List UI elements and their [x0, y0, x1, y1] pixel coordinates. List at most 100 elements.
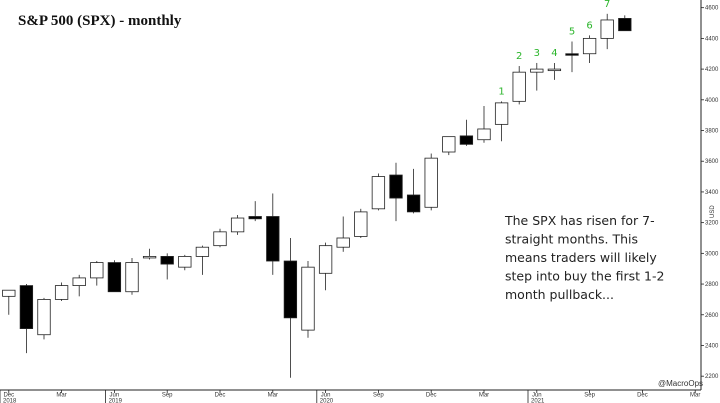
candle-body-up	[477, 128, 491, 141]
candle-body-up	[600, 19, 614, 39]
candle-body-down	[266, 216, 280, 262]
price-tick-label: 4400	[705, 36, 719, 42]
candle	[37, 297, 51, 340]
year-tick-label: 2019	[109, 399, 123, 403]
month-tick-label: Mar	[690, 393, 700, 399]
annotation-line: straight months. This	[505, 232, 638, 247]
month-tick-label: Dec	[3, 393, 14, 399]
candle	[178, 254, 192, 271]
candle	[371, 173, 386, 211]
candle-body-up	[54, 285, 69, 300]
candle-body-up	[72, 277, 86, 286]
candle-body-down	[459, 135, 474, 145]
price-tick-label: 2200	[705, 374, 719, 380]
candle	[283, 237, 298, 378]
candle-body-up	[512, 71, 526, 102]
candle	[142, 248, 157, 260]
price-tick-label: 4600	[705, 6, 719, 12]
candle	[494, 101, 509, 142]
candle-body-down	[248, 216, 262, 220]
candle	[600, 13, 614, 50]
candle	[459, 119, 474, 146]
candle	[266, 193, 280, 275]
candle-body-up	[442, 136, 456, 153]
count-label: 7	[604, 0, 610, 10]
candle	[354, 208, 368, 238]
candle-body-down	[283, 260, 298, 319]
year-tick-label: 2021	[531, 399, 545, 403]
count-label: 6	[586, 20, 592, 31]
side-axis-label: USD	[710, 205, 716, 218]
candle-body-up	[301, 266, 315, 331]
month-tick-label: Dec	[426, 393, 437, 399]
candle-body-up	[178, 256, 192, 268]
year-tick-label: 2018	[3, 399, 17, 403]
price-tick-label: 3400	[705, 190, 719, 196]
candle	[19, 284, 34, 354]
candle-body-down	[107, 262, 122, 293]
candle	[54, 282, 69, 301]
candle-body-up	[530, 68, 544, 73]
candle-body-up	[230, 217, 245, 233]
candle	[477, 105, 491, 143]
month-tick-label: Mar	[268, 393, 278, 399]
candle	[248, 201, 262, 222]
candle	[195, 245, 210, 275]
month-tick-label: Sep	[162, 393, 173, 399]
time-axis: Dec Mar Jun Sep Dec Mar Jun Sep Dec Mar Jun Sep Dec M…	[0, 390, 700, 403]
candle	[107, 260, 122, 293]
candle	[336, 216, 350, 252]
price-tick-label: 4000	[705, 98, 719, 104]
count-label: 1	[498, 86, 504, 97]
candle-body-down	[565, 53, 579, 56]
annotation-line: month pullback...	[505, 287, 614, 302]
month-tick-label: Jun	[321, 393, 331, 399]
annotation-line: The SPX has risen for 7-	[504, 213, 655, 228]
month-tick-label: Dec	[215, 393, 226, 399]
candle	[565, 41, 579, 73]
candle	[547, 62, 562, 80]
candle-body-up	[125, 262, 139, 293]
price-tick-label: 3600	[705, 159, 719, 165]
candle-body-up	[424, 157, 438, 208]
candle-body-up	[90, 262, 104, 279]
candle	[512, 66, 526, 105]
candle-body-up	[318, 245, 333, 274]
candle	[318, 242, 333, 291]
candle-body-up	[494, 102, 509, 125]
price-tick-label: 3000	[705, 251, 719, 257]
candle-body-up	[37, 299, 51, 336]
annotation-line: step into buy the first 1-2	[505, 269, 664, 284]
price-tick-label: 3800	[705, 129, 719, 135]
candle-body-down	[618, 18, 632, 32]
candle	[406, 168, 421, 214]
candle-body-down	[19, 285, 34, 329]
month-tick-label: Jun	[532, 393, 542, 399]
candle-body-up	[2, 289, 16, 297]
price-tick-label: 4200	[705, 67, 719, 73]
count-label: 3	[534, 48, 540, 59]
candle	[230, 214, 245, 235]
candle	[530, 62, 544, 91]
month-tick-label: Dec	[637, 393, 648, 399]
year-tick-label: 2020	[320, 399, 334, 403]
price-tick-label: 2800	[705, 282, 719, 288]
candle-body-up	[213, 231, 227, 247]
candle-body-down	[406, 194, 421, 213]
candle	[125, 257, 139, 295]
month-tick-label: Jun	[110, 393, 120, 399]
candle	[301, 261, 315, 338]
plot-area	[2, 13, 632, 378]
price-tick-label: 2600	[705, 313, 719, 319]
candle	[582, 35, 597, 63]
candle	[424, 153, 438, 211]
candle-body-up	[547, 68, 562, 72]
chart-title: S&P 500 (SPX) - monthly	[18, 13, 182, 29]
candle	[618, 15, 632, 32]
count-label: 5	[569, 26, 575, 37]
month-tick-label: Sep	[584, 393, 595, 399]
price-tick-label: 2400	[705, 343, 719, 349]
month-tick-label: Sep	[373, 393, 384, 399]
